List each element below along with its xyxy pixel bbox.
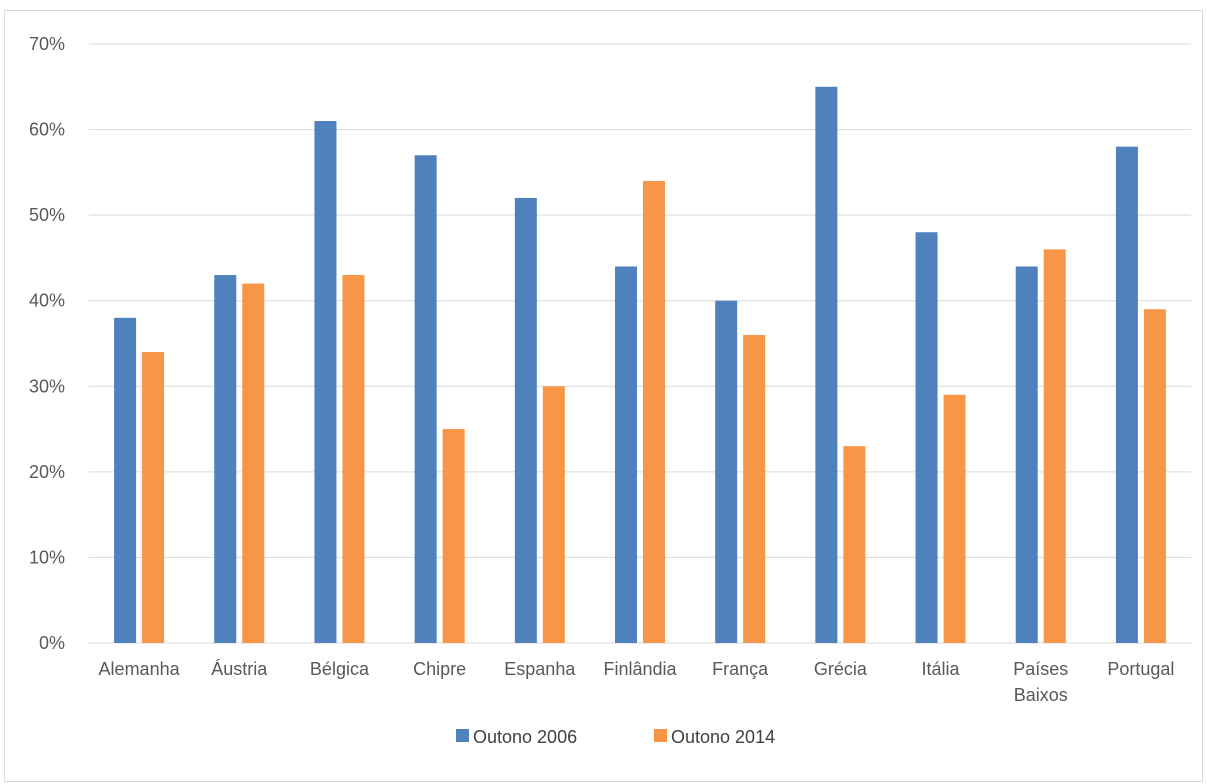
bars <box>114 86 1166 644</box>
y-tick-label: 0% <box>39 633 65 653</box>
bar <box>314 121 337 643</box>
y-tick-label: 30% <box>29 376 65 396</box>
legend: Outono 2006 Outono 2014 <box>456 727 775 747</box>
x-tick-label: Países Baixos <box>1013 659 1068 705</box>
x-tick-label: Grécia <box>814 659 868 679</box>
bar <box>1115 146 1138 643</box>
legend-swatch <box>456 729 469 742</box>
legend-label: Outono 2014 <box>671 727 775 747</box>
legend-label: Outono 2006 <box>473 727 577 747</box>
x-tick-label: Chipre <box>413 659 466 679</box>
x-tick-label: Finlândia <box>603 659 677 679</box>
x-tick-label: Itália <box>922 659 961 679</box>
x-axis-labels: Alemanha Áustria Bélgica Chipre Espanha Finlâ… <box>99 659 1175 705</box>
bar <box>414 155 437 643</box>
y-tick-label: 40% <box>29 291 65 311</box>
gridlines <box>89 43 1191 644</box>
chart-frame: 0% 10% 20% 30% 40% 50% 60% 70% Alemanha Áustria B… <box>4 10 1203 782</box>
bar <box>514 198 537 643</box>
bar <box>615 266 637 643</box>
bar <box>743 334 766 643</box>
y-tick-label: 50% <box>29 205 65 225</box>
bar-chart: 0% 10% 20% 30% 40% 50% 60% 70% Alemanha Áustria B… <box>29 34 1191 747</box>
x-tick-label: Bélgica <box>310 659 370 679</box>
bar <box>214 275 237 643</box>
bar <box>643 180 665 643</box>
y-tick-label: 10% <box>29 547 65 567</box>
x-tick-label: Espanha <box>504 659 576 679</box>
bar <box>1015 266 1038 643</box>
x-tick-label: Portugal <box>1107 659 1174 679</box>
bar <box>1143 309 1166 643</box>
bar <box>342 275 365 643</box>
bar <box>943 394 966 643</box>
bar <box>915 232 938 643</box>
bar <box>142 352 165 643</box>
y-tick-label: 60% <box>29 120 65 140</box>
bar <box>242 283 265 643</box>
y-tick-label: 20% <box>29 462 65 482</box>
x-tick-label: França <box>712 659 769 679</box>
bar <box>1043 249 1066 643</box>
legend-swatch <box>654 729 667 742</box>
bar <box>442 429 465 643</box>
bar <box>843 446 866 643</box>
bar <box>114 317 137 643</box>
bar <box>815 86 838 644</box>
x-tick-label: Alemanha <box>99 659 181 679</box>
y-axis-labels: 0% 10% 20% 30% 40% 50% 60% 70% <box>29 34 65 653</box>
bar <box>542 386 565 643</box>
y-tick-label: 70% <box>29 34 65 54</box>
x-tick-label: Áustria <box>211 659 268 679</box>
bar <box>715 300 738 643</box>
